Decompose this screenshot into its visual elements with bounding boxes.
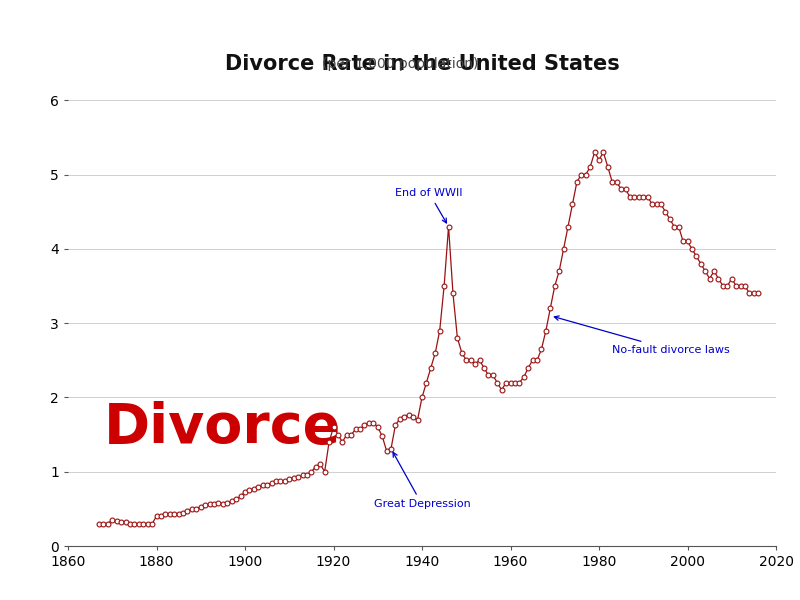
Text: (per 1,000 population): (per 1,000 population): [322, 57, 478, 71]
Text: No-fault divorce laws: No-fault divorce laws: [554, 316, 730, 355]
Text: Great Depression: Great Depression: [374, 452, 470, 509]
Text: Divorce: Divorce: [103, 401, 341, 455]
Title: Divorce Rate in the United States: Divorce Rate in the United States: [225, 53, 619, 74]
Text: End of WWII: End of WWII: [395, 188, 463, 223]
